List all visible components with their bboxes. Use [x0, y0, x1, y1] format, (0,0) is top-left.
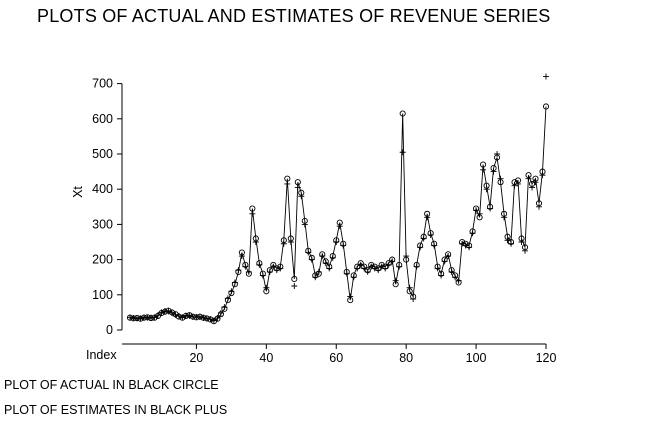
legend-caption-estimates: PLOT OF ESTIMATES IN BLACK PLUS — [4, 403, 228, 417]
y-tick-label: 100 — [92, 288, 113, 302]
y-axis — [117, 83, 123, 331]
actual-series-markers — [126, 103, 550, 325]
x-tick-label: 40 — [259, 351, 273, 365]
x-tick-label: 80 — [399, 351, 413, 365]
y-tick-label: 0 — [106, 323, 113, 337]
y-tick-label: 400 — [92, 182, 113, 196]
x-tick-label: 100 — [466, 351, 487, 365]
actual-series-line — [129, 106, 547, 322]
y-tick-label: 300 — [92, 217, 113, 231]
legend-caption-actual: PLOT OF ACTUAL IN BLACK CIRCLE — [4, 378, 219, 392]
y-tick-label: 200 — [92, 253, 113, 267]
estimates-series-markers — [127, 73, 549, 324]
y-tick-label: 500 — [92, 147, 113, 161]
x-tick-label: 120 — [536, 351, 557, 365]
x-axis — [122, 343, 547, 349]
y-tick-label: 700 — [92, 77, 113, 91]
chart-title: PLOTS OF ACTUAL AND ESTIMATES OF REVENUE… — [37, 6, 551, 26]
x-axis-label: Index — [86, 348, 117, 362]
x-tick-label: 60 — [329, 351, 343, 365]
y-tick-label: 600 — [92, 112, 113, 126]
x-tick-label: 20 — [189, 351, 203, 365]
